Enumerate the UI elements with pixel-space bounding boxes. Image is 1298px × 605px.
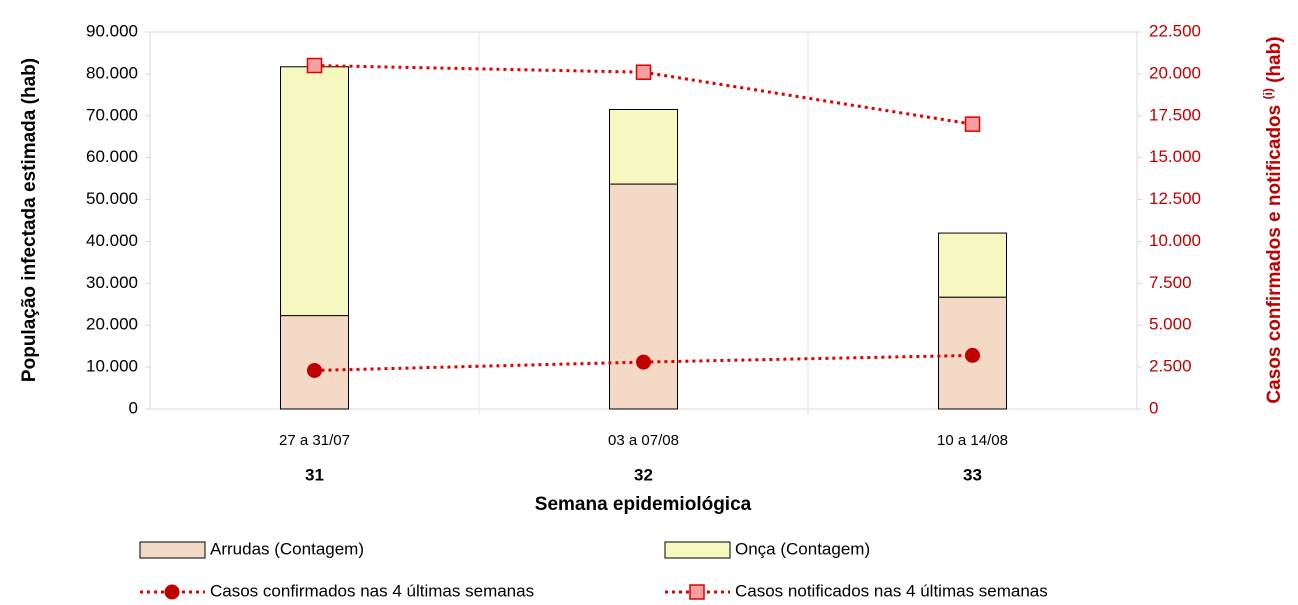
legend-marker [164, 584, 180, 600]
y-tick-label: 0 [129, 398, 138, 417]
y2-title-text: Casos confirmados e notificados [1264, 105, 1285, 404]
y2-tick-label: 15.000 [1149, 147, 1201, 166]
y2-tick-label: 5.000 [1149, 315, 1192, 334]
y2-tick-label: 2.500 [1149, 357, 1192, 376]
y-tick-label: 70.000 [86, 105, 138, 124]
y2-tick-label: 12.500 [1149, 189, 1201, 208]
x-axis-title: Semana epidemiológica [535, 494, 752, 515]
y2-tick-label: 10.000 [1149, 231, 1201, 250]
point [307, 362, 322, 378]
bar [938, 232, 1007, 298]
bar [609, 108, 678, 185]
y-axis-title: População infectada estimada (hab) [19, 58, 40, 382]
legend-swatch [139, 541, 206, 559]
week-label: 33 [963, 465, 982, 484]
week-label: 32 [634, 465, 653, 484]
legend-marker [689, 584, 705, 600]
point [965, 347, 980, 363]
y-tick-label: 30.000 [86, 273, 138, 292]
point [964, 116, 981, 132]
point [635, 64, 652, 80]
y2-title-suffix: (hab) [1264, 36, 1285, 82]
y-tick-label: 10.000 [86, 357, 138, 376]
y2-title-sup: (i) [1261, 88, 1275, 99]
legend-swatch [664, 541, 731, 559]
x-tick-label: 27 a 31/07 [279, 432, 350, 449]
legend-label: Onça (Contagem) [735, 539, 870, 558]
legend-label: Casos confirmados nas 4 últimas semanas [210, 581, 534, 600]
bar [280, 66, 349, 317]
y2-tick-label: 17.500 [1149, 105, 1201, 124]
bar [609, 183, 678, 410]
y-tick-label: 50.000 [86, 189, 138, 208]
x-tick-label: 10 a 14/08 [937, 432, 1008, 449]
y2-tick-label: 7.500 [1149, 273, 1192, 292]
legend-label: Arrudas (Contagem) [210, 539, 364, 558]
y-tick-label: 20.000 [86, 315, 138, 334]
y2-axis-title: Casos confirmados e notificados (i) (hab… [1258, 36, 1285, 403]
point [306, 57, 323, 74]
week-label: 31 [305, 465, 324, 484]
y2-tick-label: 20.000 [1149, 63, 1201, 82]
x-tick-label: 03 a 07/08 [608, 432, 679, 449]
point [636, 354, 651, 370]
bar [280, 315, 349, 410]
y-tick-label: 40.000 [86, 231, 138, 250]
y2-tick-label: 22.500 [1149, 21, 1201, 40]
y-tick-label: 90.000 [86, 21, 138, 40]
y-tick-label: 60.000 [86, 147, 138, 166]
y-tick-label: 80.000 [86, 63, 138, 82]
legend-label: Casos notificados nas 4 últimas semanas [735, 581, 1048, 600]
y2-tick-label: 0 [1149, 398, 1158, 417]
